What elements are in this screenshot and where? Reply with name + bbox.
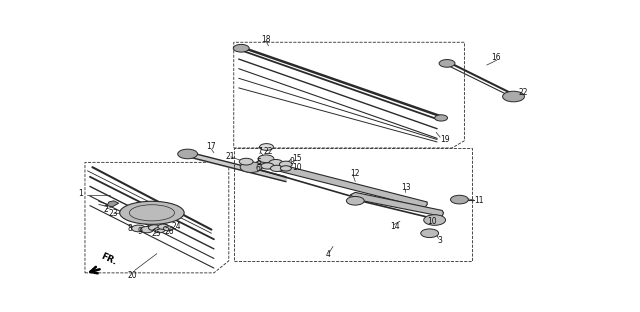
Circle shape [424, 215, 445, 225]
Circle shape [280, 166, 291, 171]
Text: 2: 2 [104, 205, 109, 214]
Circle shape [271, 165, 284, 172]
Circle shape [451, 195, 468, 204]
Text: 10: 10 [292, 163, 302, 172]
Circle shape [158, 224, 169, 229]
Circle shape [148, 225, 161, 231]
Text: 7: 7 [257, 147, 262, 156]
Circle shape [420, 229, 438, 237]
Circle shape [439, 60, 455, 67]
Text: 11: 11 [474, 196, 484, 205]
Text: 16: 16 [492, 53, 501, 62]
Circle shape [502, 91, 524, 102]
Text: 20: 20 [127, 271, 137, 280]
Text: 25: 25 [152, 229, 161, 238]
Circle shape [141, 227, 154, 233]
Text: 10: 10 [428, 217, 437, 226]
Circle shape [154, 227, 165, 233]
Circle shape [261, 163, 274, 169]
Text: 24: 24 [172, 222, 181, 231]
Text: 21: 21 [225, 152, 235, 161]
Text: 3: 3 [437, 236, 442, 245]
Circle shape [435, 115, 447, 121]
Circle shape [260, 144, 273, 150]
Text: 22: 22 [519, 88, 529, 97]
Circle shape [258, 155, 274, 163]
Circle shape [132, 225, 145, 232]
Text: 9: 9 [289, 157, 294, 166]
Text: 17: 17 [207, 142, 216, 151]
Circle shape [163, 226, 173, 231]
Text: 6: 6 [255, 164, 260, 173]
Text: 15: 15 [292, 154, 302, 163]
Ellipse shape [120, 201, 184, 224]
Circle shape [269, 159, 283, 166]
Text: 14: 14 [390, 222, 399, 231]
Circle shape [346, 197, 364, 205]
Text: FR.: FR. [99, 252, 118, 267]
Circle shape [138, 205, 156, 213]
Text: 9: 9 [137, 227, 142, 236]
Text: 4: 4 [326, 250, 330, 259]
Polygon shape [350, 193, 444, 217]
Polygon shape [108, 201, 118, 207]
Circle shape [178, 149, 198, 159]
Text: 18: 18 [261, 35, 271, 44]
Circle shape [240, 162, 262, 173]
Text: 12: 12 [350, 169, 360, 178]
Polygon shape [256, 159, 428, 208]
Text: 19: 19 [440, 135, 450, 144]
Circle shape [239, 158, 253, 165]
Text: 8: 8 [127, 224, 132, 233]
Circle shape [280, 161, 292, 168]
Text: 23: 23 [109, 209, 118, 218]
Text: 26: 26 [164, 227, 174, 236]
Text: 5: 5 [256, 158, 261, 167]
Text: 1: 1 [78, 189, 83, 198]
Text: 22: 22 [264, 147, 273, 156]
Circle shape [233, 44, 249, 52]
Text: 13: 13 [401, 183, 411, 192]
